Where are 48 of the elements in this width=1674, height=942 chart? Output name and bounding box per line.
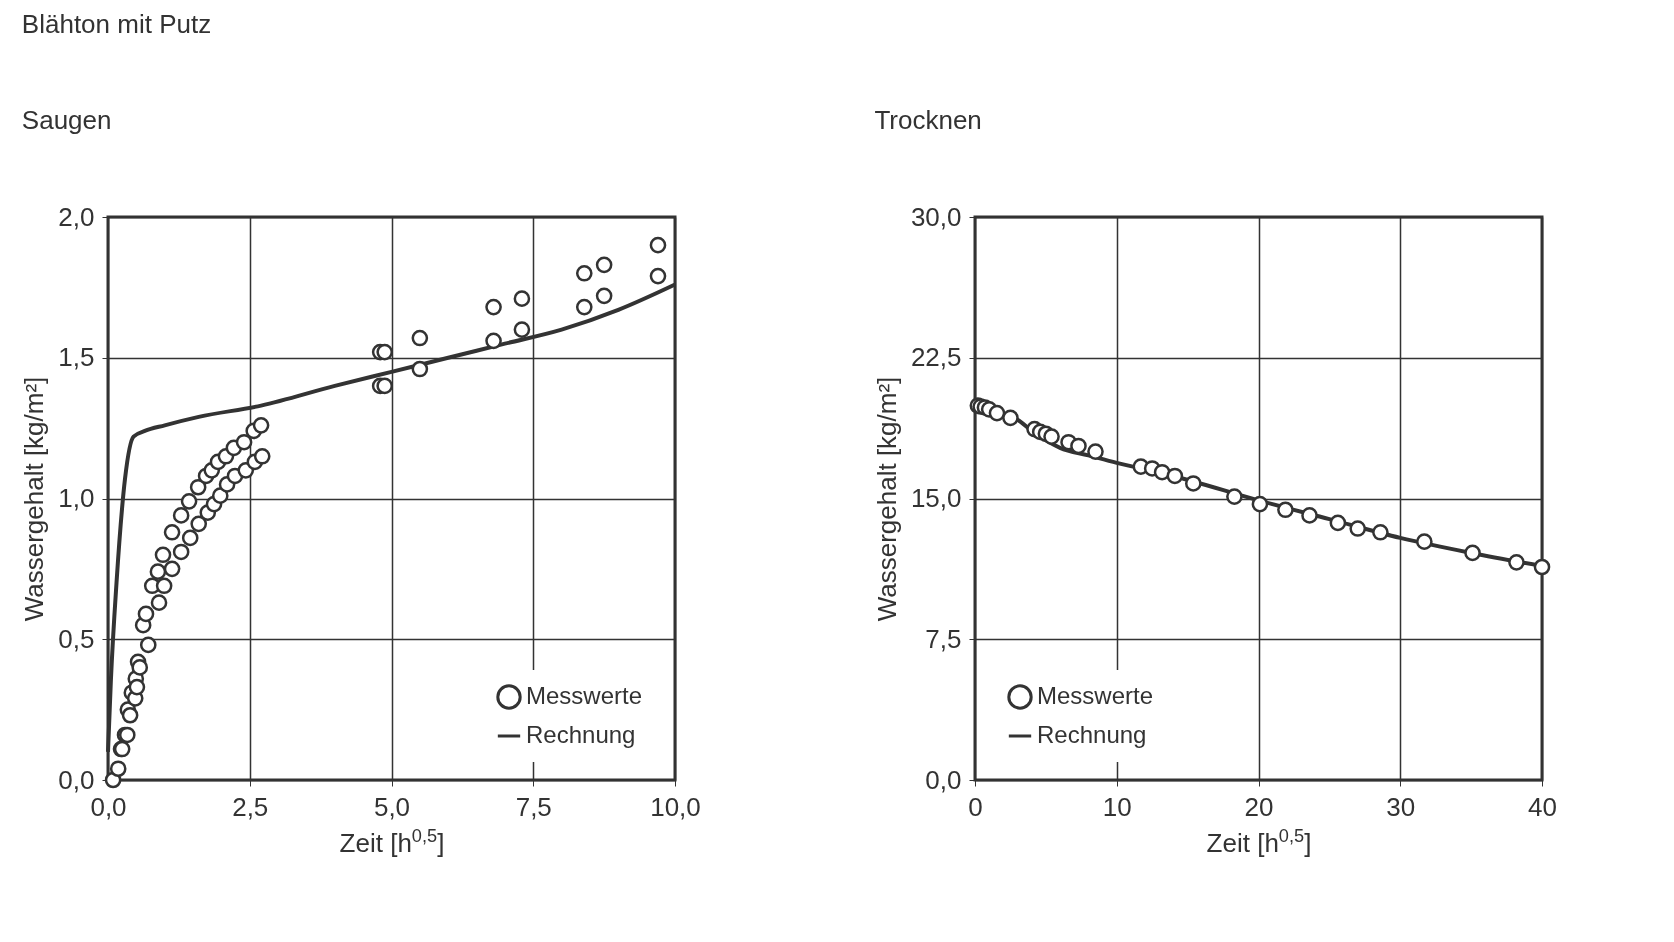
legend-label: Rechnung	[526, 721, 636, 748]
point	[1416, 533, 1433, 550]
y-tick-label: 7,5	[925, 623, 962, 654]
point	[988, 404, 1006, 422]
point	[1251, 495, 1269, 513]
y-tick-label: 22,5	[910, 342, 962, 373]
x-tick-label: 0	[968, 791, 983, 822]
point	[1166, 467, 1184, 485]
point	[1508, 554, 1525, 571]
point	[1277, 501, 1294, 519]
point	[1464, 544, 1481, 562]
x-tick-label: 5,0	[373, 791, 411, 822]
chart-subtitle: Saugen	[21, 105, 112, 135]
point	[1043, 428, 1060, 445]
y-tick-label: 30,0	[910, 201, 962, 232]
y-tick-label: 2,0	[58, 201, 95, 232]
x-axis-title: Zeit [h$^{0,5}$]	[1206, 825, 1312, 858]
y-tick-label: 1,5	[58, 342, 95, 373]
y-axis-title: Wassergehalt [kg/m²]	[19, 376, 50, 622]
point	[1329, 514, 1347, 532]
chart-title: Blähton mit Putz	[21, 9, 212, 39]
point	[1533, 558, 1551, 576]
chart-title: Trocknen	[874, 105, 982, 135]
x-tick-label: 10,0	[650, 791, 701, 822]
x-tick-label: 30	[1386, 791, 1416, 822]
point	[1070, 437, 1087, 455]
y-tick-label: 15,0	[910, 483, 962, 513]
x-tick-label: 7,5	[515, 791, 552, 822]
x-tick-label: 20	[1244, 791, 1274, 822]
x-axis-title: Zeit [h$^{0,5}$]	[339, 825, 445, 858]
y-tick-label: 1,0	[58, 483, 95, 513]
point	[1184, 475, 1202, 492]
point	[1301, 507, 1318, 524]
y-tick-label: 0,5	[58, 623, 95, 654]
point	[1087, 443, 1104, 460]
point	[1349, 520, 1367, 537]
point	[1153, 463, 1171, 481]
point	[1002, 409, 1019, 427]
point	[1372, 523, 1389, 541]
x-tick-label: 2,5	[232, 791, 269, 822]
y-axis-title: Wassergehalt [kg/m²]	[871, 376, 902, 622]
legend-label: Messwerte	[1037, 682, 1154, 709]
point	[1226, 488, 1243, 505]
x-tick-label: 10	[1102, 791, 1132, 822]
x-tick-label: 40	[1528, 791, 1557, 822]
legend-label: Rechnung	[1037, 721, 1147, 748]
legend-label: Messwerte	[526, 682, 643, 709]
y-tick-label: 0,0	[925, 764, 962, 795]
